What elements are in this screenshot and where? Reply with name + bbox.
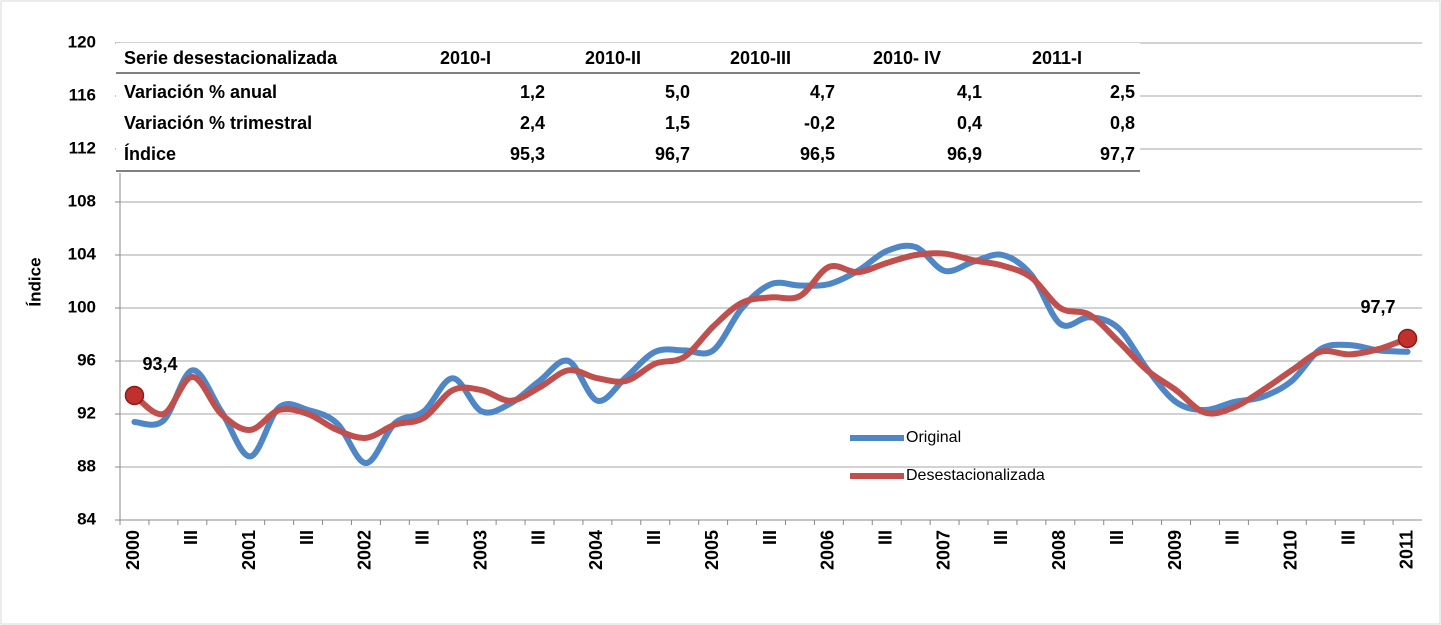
table-row-label: Variación % anual	[124, 82, 277, 102]
x-tick-label: III	[413, 530, 433, 545]
table-cell: 96,7	[655, 144, 690, 164]
x-tick-label: III	[760, 530, 780, 545]
table-cell: 96,9	[947, 144, 982, 164]
table-cell: 4,7	[810, 82, 835, 102]
x-tick-label: 2011	[1396, 530, 1416, 569]
table-header: Serie desestacionalizada	[124, 48, 338, 68]
x-tick-label: 2006	[818, 530, 838, 570]
table-cell: 0,4	[957, 113, 982, 133]
y-tick-label: 104	[68, 244, 97, 263]
x-tick-label: 2010	[1281, 530, 1301, 570]
table-cell: 1,2	[520, 82, 545, 102]
end-marker	[124, 385, 145, 406]
table-cell: 5,0	[665, 82, 690, 102]
table-background	[116, 43, 1140, 173]
y-tick-label: 108	[68, 191, 96, 210]
table-header: 2010- IV	[873, 48, 941, 68]
data-table: Serie desestacionalizada 2010-I 2010-II 201…	[116, 43, 1140, 173]
x-tick-label: 2008	[1049, 530, 1069, 570]
x-tick-label: III	[1107, 530, 1127, 545]
y-tick-label: 92	[77, 403, 96, 422]
x-tick-label: III	[528, 530, 548, 545]
y-tick-label: 120	[68, 32, 96, 51]
x-tick-label: III	[644, 530, 664, 545]
y-tick-label: 96	[77, 350, 96, 369]
y-tick-label: 100	[68, 297, 96, 316]
x-tick-label: 2000	[123, 530, 143, 570]
table-header: 2010-III	[730, 48, 791, 68]
y-tick-label: 88	[77, 456, 96, 475]
table-header: 2011-I	[1032, 48, 1082, 68]
series-line	[131, 250, 1411, 441]
x-tick-label: 2005	[702, 530, 722, 570]
x-tick-label: 2001	[239, 530, 259, 570]
table-cell: 97,7	[1100, 144, 1135, 164]
x-tick-label: III	[1223, 530, 1243, 545]
data-label: 93,4	[142, 354, 177, 374]
x-tick-label: 2002	[355, 530, 375, 570]
table-cell: -0,2	[804, 113, 835, 133]
x-tick-label: III	[297, 530, 317, 545]
table-cell: 0,8	[1110, 113, 1135, 133]
y-tick-label: 116	[69, 85, 96, 104]
table-cell: 95,3	[510, 144, 545, 164]
table-cell: 96,5	[800, 144, 835, 164]
x-tick-label: III	[181, 530, 201, 545]
x-tick-label: III	[875, 530, 895, 545]
table-row-label: Variación % trimestral	[124, 113, 312, 133]
x-tick-label: III	[1338, 530, 1358, 545]
table-cell: 4,1	[957, 82, 982, 102]
table-header: 2010-I	[440, 48, 491, 68]
x-tick-label: 2009	[1165, 530, 1185, 570]
table-cell: 2,5	[1110, 82, 1135, 102]
x-tick-label: 2007	[933, 530, 953, 570]
x-tick-label: III	[991, 530, 1011, 545]
x-tick-label: 2003	[470, 530, 490, 570]
table-cell: 1,5	[665, 113, 690, 133]
y-axis-title: Índice	[25, 257, 44, 306]
legend-label: Desestacionalizada	[906, 467, 1045, 484]
x-tick-label: 2004	[586, 530, 606, 570]
data-label: 97,7	[1360, 297, 1395, 317]
y-tick-label: 112	[69, 138, 96, 157]
y-tick-label: 84	[77, 509, 96, 528]
table-row-label: Índice	[124, 143, 176, 164]
table-cell: 2,4	[520, 113, 545, 133]
legend-label: Original	[906, 429, 961, 446]
table-header: 2010-II	[585, 48, 641, 68]
end-marker	[1397, 328, 1418, 349]
